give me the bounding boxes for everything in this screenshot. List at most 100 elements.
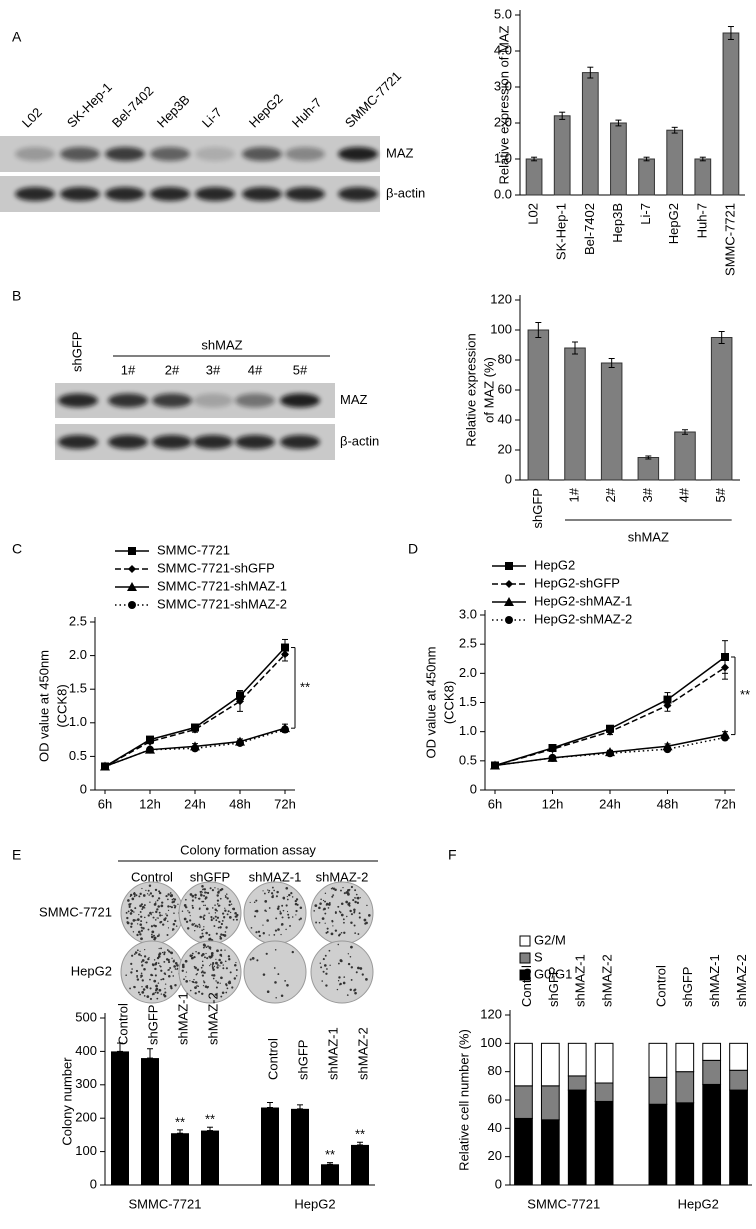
lane-label: SK-Hep-1 <box>64 80 115 131</box>
colony <box>157 905 160 908</box>
colony <box>324 900 326 903</box>
colony <box>145 985 149 989</box>
colony <box>158 988 162 992</box>
colony <box>189 989 192 992</box>
column-label: shGFP <box>190 869 230 884</box>
colony <box>339 911 342 914</box>
lane-label: shGFP <box>69 332 84 372</box>
colony <box>182 965 185 969</box>
colony <box>161 914 163 917</box>
colony <box>213 925 216 928</box>
colony <box>195 951 197 953</box>
y-axis-label: (CCK8) <box>54 684 69 727</box>
colony <box>322 909 324 911</box>
colony <box>211 965 214 967</box>
colony <box>203 914 206 917</box>
colony <box>191 952 194 955</box>
error-bar <box>615 119 622 127</box>
error-bar <box>587 66 594 79</box>
bar-segment <box>648 1103 668 1186</box>
colony <box>153 979 157 983</box>
error-bar <box>117 1042 123 1052</box>
colony <box>150 914 152 916</box>
colony <box>275 997 277 999</box>
colony <box>354 932 357 935</box>
x-tick-label: 5# <box>713 487 728 502</box>
colony <box>150 933 153 936</box>
lane-label: 1# <box>121 362 136 377</box>
colony <box>189 980 191 982</box>
colony <box>171 957 173 960</box>
category-label: shMAZ-1 <box>573 954 588 1007</box>
category-label: shMAZ-2 <box>600 954 615 1007</box>
legend-label: SMMC-7721-shMAZ-2 <box>157 596 287 611</box>
x-tick-label: 24h <box>184 796 206 811</box>
colony <box>146 893 149 895</box>
colony <box>212 974 216 977</box>
colony <box>136 918 140 921</box>
colony <box>219 954 222 956</box>
colony <box>204 897 207 900</box>
colony <box>174 961 178 965</box>
colony <box>158 911 161 914</box>
colony <box>173 904 175 907</box>
colony <box>191 980 194 983</box>
significance: ** <box>325 1147 335 1162</box>
colony <box>194 992 197 995</box>
colony <box>273 967 276 969</box>
colony <box>206 957 209 960</box>
y-tick-label: 4.0 <box>494 42 512 57</box>
colony <box>154 967 157 971</box>
bar-segment <box>567 1042 587 1077</box>
y-tick-label: 500 <box>75 1009 97 1024</box>
colony <box>361 973 364 976</box>
colony <box>331 887 334 889</box>
line <box>104 728 286 768</box>
colony <box>340 931 343 934</box>
point <box>236 738 244 747</box>
colony <box>149 978 151 981</box>
colony <box>205 907 209 911</box>
colony <box>343 931 346 934</box>
colony <box>265 952 268 955</box>
colony <box>127 899 130 902</box>
colony <box>262 924 264 926</box>
blot-band <box>338 147 378 161</box>
colony <box>342 886 344 889</box>
bar <box>111 1051 129 1185</box>
point <box>127 582 137 591</box>
colony <box>158 891 162 895</box>
y-tick-label: 0.0 <box>494 186 512 201</box>
colony <box>220 922 224 926</box>
colony <box>358 912 361 915</box>
lane-label: Hep3B <box>154 92 193 131</box>
y-tick-label: 0.5 <box>459 752 477 767</box>
colony <box>322 970 325 973</box>
colony <box>228 900 232 903</box>
colony <box>349 988 352 991</box>
colony <box>183 978 185 981</box>
colony <box>216 981 219 984</box>
colony <box>359 897 361 899</box>
colony <box>140 903 144 906</box>
panel-label: F <box>448 847 457 863</box>
colony <box>271 886 274 889</box>
colony <box>357 966 360 970</box>
colony <box>262 890 264 892</box>
colony <box>155 984 158 988</box>
colony <box>136 933 139 937</box>
colony <box>131 897 135 901</box>
colony <box>139 904 142 908</box>
colony <box>219 982 221 984</box>
colony <box>209 887 212 890</box>
bar <box>581 72 599 196</box>
error-bar <box>147 1048 153 1059</box>
colony <box>270 892 274 895</box>
colony <box>229 911 232 914</box>
colony <box>183 903 187 907</box>
point <box>128 565 136 573</box>
colony <box>196 968 200 971</box>
colony <box>208 933 211 936</box>
colony <box>219 897 222 900</box>
